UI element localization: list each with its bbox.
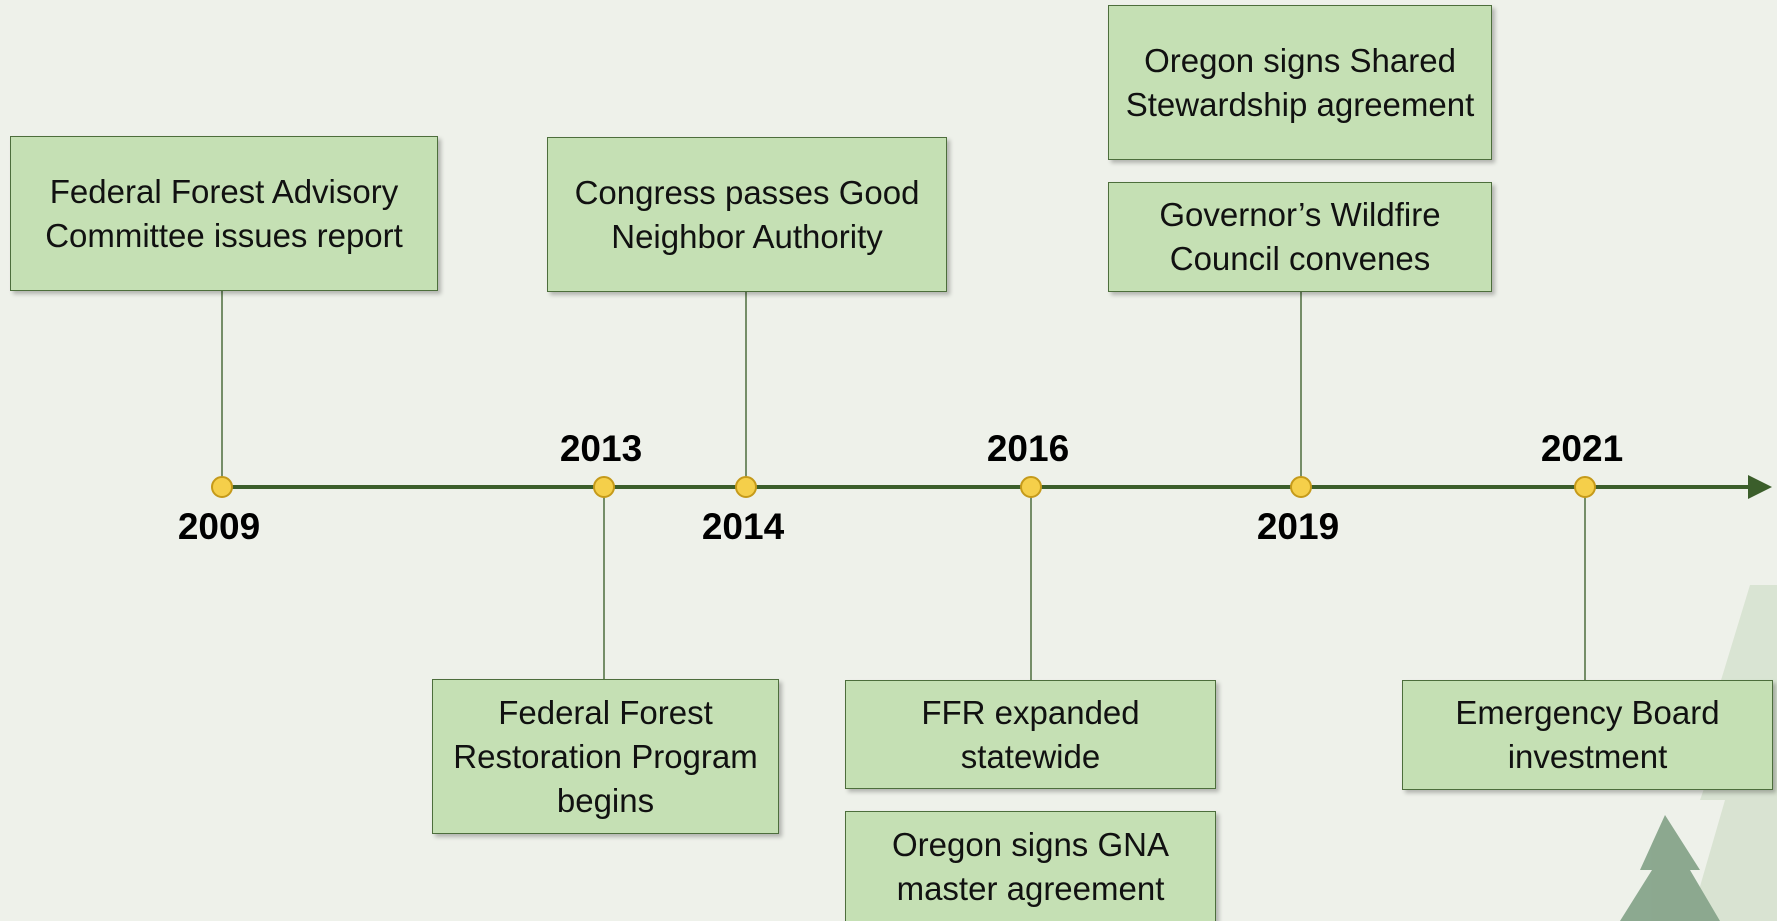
event-dot — [735, 476, 757, 498]
year-label: 2016 — [987, 428, 1069, 469]
event-dot — [211, 476, 233, 498]
event-box: Federal Forest Advisory Committee issues… — [10, 136, 438, 291]
event-dot — [1574, 476, 1596, 498]
year-label: 2009 — [178, 506, 260, 547]
event-box: Congress passes Good Neighbor Authority — [547, 137, 947, 292]
event-box: Oregon signs GNA master agreement — [845, 811, 1216, 921]
year-label: 2014 — [702, 506, 785, 547]
event-box: Emergency Board investment — [1402, 680, 1773, 790]
year-label: 2019 — [1257, 506, 1339, 547]
event-dot — [1290, 476, 1312, 498]
year-label: 2013 — [560, 428, 642, 469]
event-box: Governor’s Wildfire Council convenes — [1108, 182, 1492, 292]
event-dot — [1020, 476, 1042, 498]
event-dot — [593, 476, 615, 498]
year-label: 2021 — [1541, 428, 1623, 469]
event-box: Federal Forest Restoration Program begin… — [432, 679, 779, 834]
event-box: Oregon signs Shared Stewardship agreemen… — [1108, 5, 1492, 160]
event-box: FFR expanded statewide — [845, 680, 1216, 789]
axis-arrow — [1748, 475, 1772, 499]
